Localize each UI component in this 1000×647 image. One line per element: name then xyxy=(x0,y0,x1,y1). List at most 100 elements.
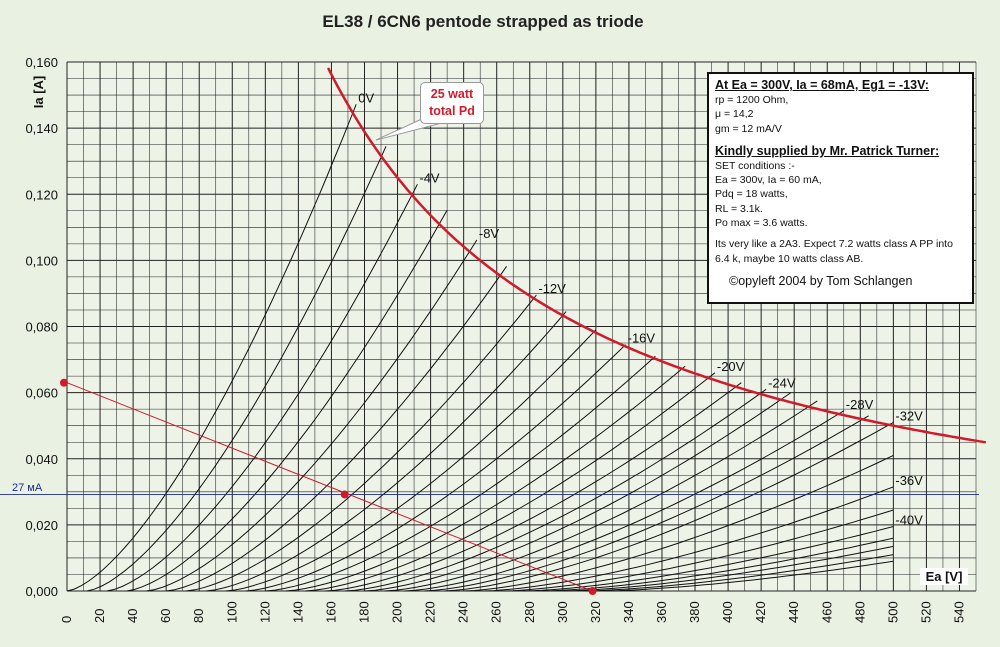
x-tick-label: 440 xyxy=(786,601,801,623)
info-line: μ = 14,2 xyxy=(715,108,754,121)
chart-title: EL38 / 6CN6 pentode strapped as triode xyxy=(322,12,643,31)
curve-labels: 0V -4V -8V -12V -16V -20V -24V -28V -32V -36V -40V xyxy=(358,90,923,527)
y-tick-label: 0,160 xyxy=(25,55,58,70)
grid-voltage-curve xyxy=(185,294,537,592)
y-tick-label: 0,100 xyxy=(25,253,58,268)
grid-voltage-curve xyxy=(503,509,894,592)
x-tick-label: 500 xyxy=(885,601,900,623)
x-tick-label: 20 xyxy=(92,609,107,623)
grid-voltage-curve xyxy=(582,554,894,592)
y-tick-label: 0,000 xyxy=(25,584,58,599)
x-tick-label: 360 xyxy=(654,601,669,623)
curve-label: 0V xyxy=(358,90,374,105)
grid-voltage-curve xyxy=(542,537,894,592)
y-axis-ticks: 0,000 0,020 0,040 0,060 0,080 0,100 0,120 0,140… xyxy=(25,55,58,599)
y-tick-label: 0,140 xyxy=(25,121,58,136)
dissipation-curve xyxy=(326,67,987,444)
curve-label: -32V xyxy=(895,408,923,423)
grid-voltage-curve xyxy=(166,266,508,592)
x-tick-label: 100 xyxy=(224,601,239,623)
grid-voltage-curve xyxy=(146,239,478,592)
x-tick-label: 380 xyxy=(687,601,702,623)
load-line xyxy=(0,378,979,595)
info-line: Ea = 300v, Ia = 60 mA, xyxy=(715,174,822,187)
x-tick-label: 400 xyxy=(720,601,735,623)
grid-voltage-curve xyxy=(245,344,626,592)
curve-label: -20V xyxy=(717,359,745,374)
x-tick-label: 520 xyxy=(918,601,933,623)
x-tick-label: 260 xyxy=(489,601,504,623)
grid-voltage-curve xyxy=(225,329,597,592)
grid-voltage-curve xyxy=(602,560,894,592)
x-tick-label: 160 xyxy=(323,601,338,623)
x-tick-label: 300 xyxy=(555,601,570,623)
grid-voltage-curve xyxy=(285,365,686,592)
load-line-endpoint xyxy=(588,587,597,595)
grid-voltage-curve xyxy=(205,311,567,592)
grid-voltage-curve xyxy=(523,526,894,592)
x-tick-label: 320 xyxy=(588,601,603,623)
grid-voltage-curve xyxy=(324,382,742,592)
y-tick-label: 0,080 xyxy=(25,320,58,335)
curve-label: -40V xyxy=(895,513,923,528)
info-heading-operating-point: At Ea = 300V, Ia = 68mA, Eg1 = -13V: xyxy=(715,78,929,92)
x-tick-label: 220 xyxy=(423,601,438,623)
x-tick-label: 280 xyxy=(522,601,537,623)
x-tick-label: 40 xyxy=(125,609,140,623)
info-line: RL = 3.1k. xyxy=(715,202,763,215)
dissipation-callout: 25 watt total Pd xyxy=(420,82,484,124)
curve-label: -28V xyxy=(846,397,874,412)
x-tick-label: 0 xyxy=(59,616,74,623)
callout-line-2: total Pd xyxy=(429,104,475,118)
grid-voltage-curve xyxy=(443,421,894,592)
callout-line-1: 25 watt xyxy=(430,87,474,101)
y-axis-label: Ia [A] xyxy=(31,76,46,109)
grid-voltage-curve xyxy=(562,545,894,592)
x-axis-ticks: 0 20 40 60 80 100 120 140 160 180 200 220 240 260 280 3… xyxy=(59,601,966,623)
x-tick-label: 60 xyxy=(158,609,173,623)
info-line: Po max = 3.6 watts. xyxy=(715,217,808,230)
y-tick-label: 0,120 xyxy=(25,187,58,202)
grid-voltage-curve xyxy=(463,454,894,592)
x-tick-label: 480 xyxy=(852,601,867,623)
y-tick-label: 0,040 xyxy=(25,452,58,467)
x-tick-label: 460 xyxy=(819,601,834,623)
load-line-endpoint xyxy=(60,378,68,387)
x-tick-label: 180 xyxy=(356,601,371,623)
info-heading-credit: Kindly supplied by Mr. Patrick Turner: xyxy=(715,143,940,158)
curve-label: -24V xyxy=(768,375,796,390)
grid-voltage-curve xyxy=(423,415,869,592)
operating-point xyxy=(340,490,349,499)
grid-voltage-curve xyxy=(304,372,716,592)
x-tick-label: 540 xyxy=(951,601,966,623)
grid-voltage-curve xyxy=(66,104,357,592)
grid-voltage-curves xyxy=(66,104,894,592)
x-tick-label: 200 xyxy=(390,601,405,623)
info-box: At Ea = 300V, Ia = 68mA, Eg1 = -13V: rp … xyxy=(707,72,974,304)
grid-voltage-curve xyxy=(364,392,792,592)
x-tick-label: 140 xyxy=(290,601,305,623)
grid-voltage-curve xyxy=(483,486,894,592)
x-tick-label: 340 xyxy=(621,601,636,623)
info-note: Its very like a 2A3. Expect 7.2 watts cl… xyxy=(715,238,953,265)
x-axis-label-bg xyxy=(920,568,968,585)
curve-label: -4V xyxy=(419,170,440,185)
grid-voltage-curve xyxy=(106,184,418,592)
info-line: SET conditions :- xyxy=(715,159,795,172)
curve-label: -8V xyxy=(479,226,500,241)
x-axis-label: Ea [V] xyxy=(926,569,963,584)
x-tick-label: 420 xyxy=(753,601,768,623)
info-line: Pdq = 18 watts, xyxy=(715,188,788,201)
load-line-segment xyxy=(66,382,593,592)
grid-voltage-curve xyxy=(384,400,818,592)
copyright-notice: ©opyleft 2004 by Tom Schlangen xyxy=(729,273,913,288)
max-dissipation-curve xyxy=(326,67,987,444)
y-tick-label: 0,020 xyxy=(25,518,58,533)
x-tick-label: 120 xyxy=(257,601,272,623)
curve-label: -36V xyxy=(895,473,923,488)
x-tick-label: 80 xyxy=(191,609,206,623)
grid-voltage-curve xyxy=(265,355,656,592)
curve-label: -16V xyxy=(628,331,656,346)
curve-label: -12V xyxy=(538,281,566,296)
